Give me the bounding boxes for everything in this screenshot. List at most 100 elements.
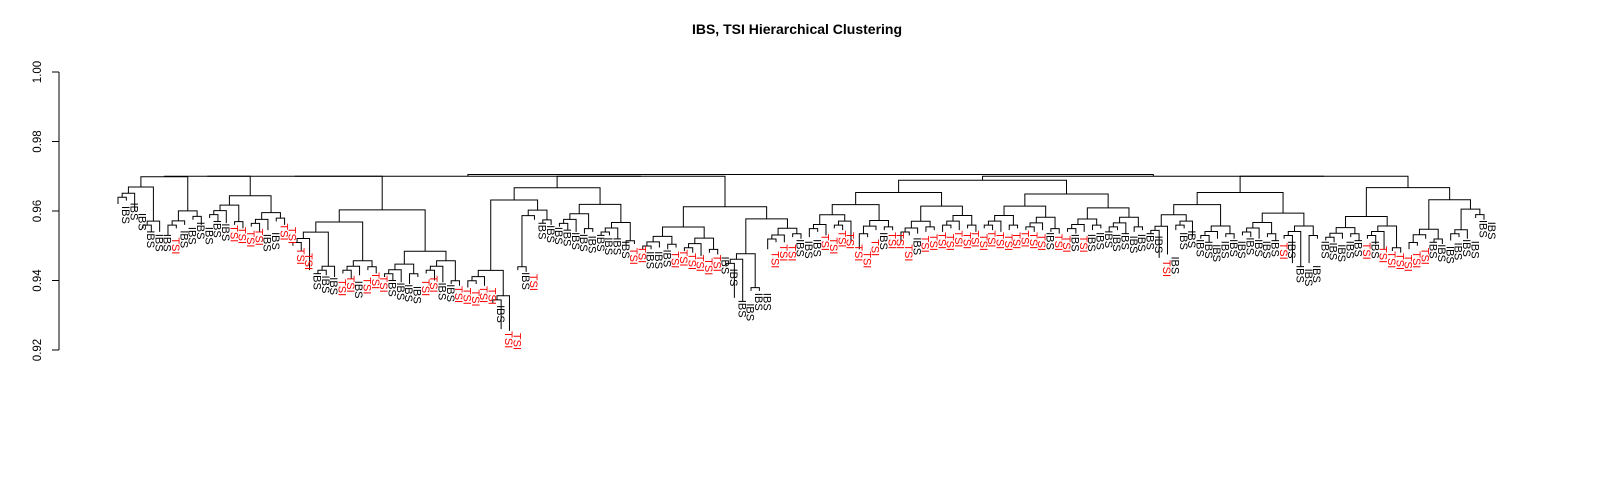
dendrogram-branch bbox=[1412, 234, 1427, 243]
dendrogram-branch bbox=[1204, 231, 1218, 239]
dendrogram-branch bbox=[121, 192, 136, 211]
leaf-label: IBS bbox=[1177, 232, 1189, 250]
dendrogram-branch bbox=[163, 175, 251, 196]
dendrogram-branch bbox=[1377, 225, 1398, 248]
dendrogram-branch bbox=[604, 227, 619, 239]
dendrogram-branch bbox=[745, 218, 788, 254]
dendrogram-branch bbox=[652, 235, 673, 245]
leaf-label: TSI bbox=[919, 236, 931, 253]
dendrogram-branch bbox=[910, 220, 931, 229]
leaf-label: TSI bbox=[627, 248, 639, 265]
dendrogram-branch bbox=[436, 260, 456, 281]
chart-title: IBS, TSI Hierarchical Clustering bbox=[692, 21, 902, 37]
dendrogram-branch bbox=[1092, 224, 1102, 231]
dendrogram-branch bbox=[167, 224, 177, 236]
dendrogram-branch bbox=[625, 240, 635, 246]
leaf-label: IBS bbox=[552, 227, 564, 245]
dendrogram-branch bbox=[234, 221, 244, 229]
y-tick-label: 0.98 bbox=[32, 130, 44, 152]
leaf-label: IBS bbox=[1119, 232, 1131, 250]
leaf-label: IBS bbox=[1069, 234, 1081, 252]
dendrogram-branch bbox=[146, 220, 161, 232]
dendrogram-branch bbox=[542, 219, 552, 225]
leaf-label: TSI bbox=[1418, 248, 1430, 265]
leaf-label: IBS bbox=[327, 277, 339, 295]
dendrogram-branch bbox=[1133, 226, 1143, 232]
y-tick-label: 0.96 bbox=[32, 200, 44, 222]
leaf-label: TSI bbox=[302, 253, 314, 270]
leaf-label: IBS bbox=[177, 230, 189, 248]
dendrogram-branch bbox=[471, 276, 485, 286]
leaf-label: IBS bbox=[311, 272, 323, 290]
leaf-label: IBS bbox=[261, 234, 273, 252]
dendrogram-branch bbox=[1418, 228, 1439, 240]
leaf-label: TSI bbox=[952, 230, 964, 247]
dendrogram-branch bbox=[1460, 208, 1481, 230]
dendrogram-branch bbox=[292, 241, 302, 251]
leaf-label: IBS bbox=[352, 281, 364, 299]
dendrogram-branch bbox=[729, 258, 744, 302]
dendrogram-branch bbox=[925, 226, 935, 232]
dendrogram-branch bbox=[942, 224, 952, 232]
dendrogram-branch bbox=[667, 243, 677, 250]
leaf-label: IBS bbox=[1243, 237, 1255, 255]
leaf-label: IBS bbox=[1168, 256, 1180, 274]
dendrogram-branch bbox=[662, 226, 705, 239]
dendrogram-branch bbox=[558, 222, 569, 231]
leaf-label: IBS bbox=[386, 279, 398, 297]
dendrogram-branch bbox=[1252, 221, 1273, 234]
dendrogram-branch bbox=[352, 260, 373, 267]
leaf-label: IBS bbox=[1235, 241, 1247, 259]
dendrogram-branch bbox=[767, 238, 777, 250]
dendrogram-branch bbox=[1308, 235, 1318, 264]
dendrogram-branch bbox=[708, 248, 719, 255]
dendrogram-branch bbox=[1350, 233, 1360, 241]
dendrogram-branch bbox=[1112, 222, 1127, 234]
dendrogram-branch bbox=[1196, 191, 1284, 214]
leaf-label: TSI bbox=[985, 230, 997, 247]
leaf-label: IBS bbox=[411, 286, 423, 304]
dendrogram-branch bbox=[1261, 212, 1305, 226]
leaf-label: TSI bbox=[1060, 236, 1072, 253]
leaf-label: IBS bbox=[569, 232, 581, 250]
leaf-label: TSI bbox=[527, 274, 539, 291]
dendrogram-branch bbox=[898, 179, 1067, 194]
dendrogram-branch bbox=[346, 265, 361, 276]
leaf-label: TSI bbox=[885, 232, 897, 249]
dendrogram-branch bbox=[1071, 224, 1085, 232]
dendrogram-branch bbox=[1119, 216, 1139, 227]
leaf-label: TSI bbox=[685, 253, 697, 270]
dendrogram-branch bbox=[321, 265, 336, 278]
dendrogram-branch bbox=[1035, 216, 1056, 229]
leaf-label: TSI bbox=[894, 232, 906, 249]
dendrogram-branch bbox=[142, 224, 152, 232]
dendrogram-branch bbox=[831, 204, 880, 221]
leaf-label: IBS bbox=[136, 213, 148, 231]
leaf-label: IBS bbox=[444, 284, 456, 302]
dendrogram-branch bbox=[611, 221, 631, 241]
leaf-label: IBS bbox=[1252, 239, 1264, 257]
dendrogram-branch bbox=[1283, 235, 1293, 264]
dendrogram-branch bbox=[521, 215, 535, 267]
leaf-label: IBS bbox=[735, 300, 747, 318]
leaf-label: TSI bbox=[869, 239, 881, 256]
dendrogram-branch bbox=[694, 237, 715, 250]
dendrogram-branch bbox=[1345, 216, 1388, 228]
leaf-label: IBS bbox=[1343, 241, 1355, 259]
leaf-label: IBS bbox=[1443, 246, 1455, 264]
leaf-label: TSI bbox=[1027, 232, 1039, 249]
leaf-label: TSI bbox=[852, 244, 864, 261]
dendrogram-branch bbox=[1371, 231, 1385, 250]
leaf-label: IBS bbox=[802, 241, 814, 259]
leaf-label: TSI bbox=[419, 279, 431, 296]
dendrogram-branch bbox=[987, 220, 1002, 232]
leaf-label: TSI bbox=[510, 333, 522, 350]
dendrogram-branch bbox=[855, 191, 943, 207]
leaf-label: TSI bbox=[944, 234, 956, 251]
dendrogram-branches bbox=[117, 174, 1485, 331]
leaf-label: IBS bbox=[535, 222, 547, 240]
leaf-label: TSI bbox=[344, 276, 356, 293]
dendrogram-branch bbox=[317, 269, 327, 276]
dendrogram-branch bbox=[171, 220, 186, 226]
leaf-label: IBS bbox=[1435, 244, 1447, 262]
